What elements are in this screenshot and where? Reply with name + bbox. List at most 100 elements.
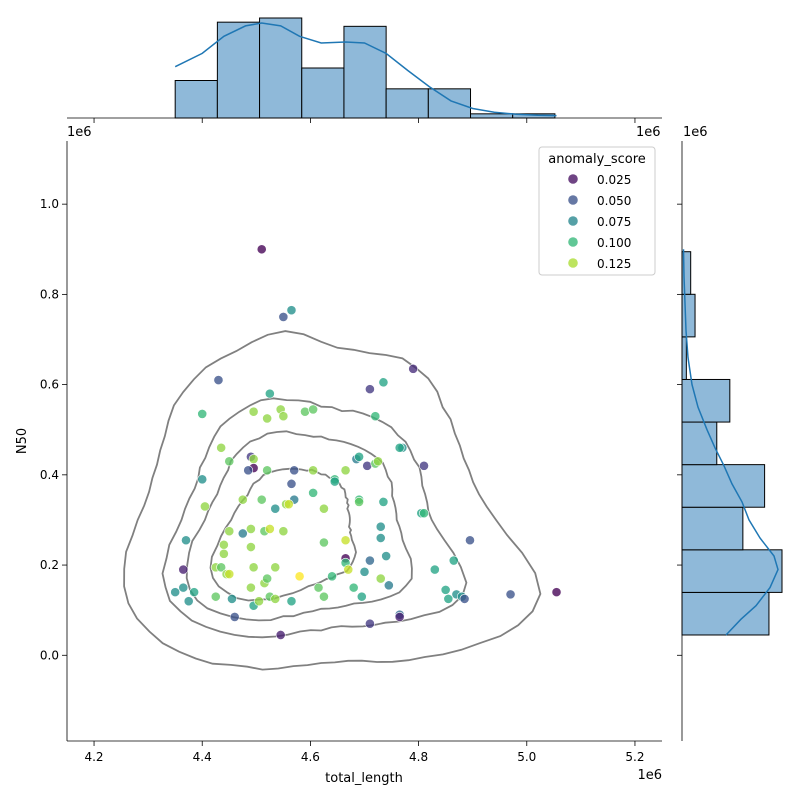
scatter-point: [178, 582, 189, 593]
scatter-point: [262, 413, 273, 424]
scatter-point: [197, 474, 208, 485]
y-tick-label: 0.6: [40, 378, 59, 392]
y-hist-bar: [681, 591, 770, 636]
scatter-point: [383, 580, 394, 591]
scatter-point: [183, 596, 194, 607]
scatter-point: [286, 478, 297, 489]
kde-contours: [123, 330, 542, 671]
legend-label: 0.100: [597, 236, 631, 250]
scatter-point: [394, 612, 405, 622]
scatter-point: [319, 537, 329, 548]
legend-marker: [568, 216, 578, 226]
scatter-point: [348, 582, 359, 593]
scatter-point: [170, 587, 181, 598]
scatter-point: [197, 409, 208, 419]
scatter-point: [354, 497, 364, 507]
scatter-point: [365, 555, 375, 566]
scatter-point: [551, 587, 562, 598]
scatter-point: [356, 591, 367, 602]
kde-contour: [161, 397, 468, 639]
legend-marker: [568, 174, 578, 184]
scatter-point: [224, 456, 235, 467]
scatter-point: [218, 539, 229, 550]
scatter-point: [278, 526, 289, 537]
legend-label: 0.125: [597, 257, 631, 271]
scatter-point: [308, 404, 319, 415]
x-tick-label: 5.2: [625, 750, 644, 764]
top-marginal-right-offset-label: 1e6: [636, 125, 661, 140]
x-hist-bar: [343, 25, 387, 119]
scatter-point: [419, 460, 429, 471]
legend-label: 0.025: [597, 173, 631, 187]
top-marginal-x-offset-label: 1e6: [67, 125, 92, 140]
scatter-point: [319, 503, 329, 514]
scatter-point: [365, 618, 375, 629]
scatter-point: [189, 587, 200, 598]
scatter-point: [248, 454, 259, 464]
scatter-point: [246, 524, 256, 534]
legend-label: 0.075: [597, 215, 631, 229]
scatter-point: [340, 535, 351, 546]
scatter-point: [443, 593, 454, 604]
scatter-point: [313, 582, 324, 593]
top-marginal: 1e6 1e6: [67, 17, 662, 140]
x-hist-bar: [216, 21, 261, 119]
scatter-point: [419, 508, 429, 519]
scatter-point: [248, 562, 259, 573]
scatter-point: [200, 501, 210, 512]
y-ticks: 0.0 0.2 0.4 0.6 0.8 1.0: [40, 197, 67, 662]
y-hist-bar: [681, 464, 766, 508]
scatter-point: [283, 499, 294, 510]
scatter-point: [213, 375, 224, 385]
scatter-point: [224, 569, 235, 579]
scatter-point: [278, 411, 289, 422]
scatter-point: [394, 442, 405, 453]
scatter-point: [505, 589, 516, 600]
scatter-point: [270, 503, 281, 514]
x-tick-label: 4.6: [301, 750, 320, 764]
scatter-point: [218, 548, 229, 559]
y-histogram: [681, 251, 783, 636]
y-hist-bar: [681, 293, 696, 338]
right-marginal-ticks: [677, 203, 682, 656]
x-axis-label: total_length: [325, 771, 403, 786]
scatter-point: [343, 564, 354, 575]
scatter-point: [246, 542, 256, 552]
legend-marker: [568, 195, 578, 205]
scatter-point: [465, 535, 475, 546]
y-kde-line: [682, 249, 779, 636]
scatter-point: [359, 566, 370, 577]
x-tick-label: 4.8: [409, 750, 428, 764]
scatter-point: [237, 494, 248, 505]
x-kde-line: [174, 22, 557, 117]
legend-frame: [538, 146, 656, 276]
kde-contour: [123, 330, 542, 671]
x-axis-offset-label: 1e6: [637, 768, 662, 783]
scatter-point: [370, 411, 381, 422]
scatter-point: [375, 533, 386, 543]
scatter-point: [262, 465, 273, 476]
x-ticks: 4.2 4.4 4.6 4.8 5.0 5.2: [84, 741, 645, 764]
scatter-point: [327, 571, 337, 582]
scatter-point: [237, 528, 248, 539]
scatter-point: [300, 406, 310, 417]
legend: anomaly_score 0.025 0.050 0.075 0.100 0.125: [538, 146, 656, 276]
scatter-point: [210, 591, 221, 602]
joint-axes: 4.2 4.4 4.6 4.8 5.0 5.2 0.0 0.2 0.4 0.6 0.8 1.0 to…: [15, 141, 662, 786]
scatter-point: [270, 593, 281, 604]
x-hist-bar: [259, 17, 303, 119]
scatter-point: [262, 573, 273, 584]
scatter-point: [448, 555, 459, 566]
right-marginal-offset-label: 1e6: [683, 125, 708, 140]
y-hist-bar: [681, 378, 731, 423]
y-hist-bar: [681, 506, 744, 551]
legend-label: 0.050: [597, 194, 631, 208]
x-tick-label: 4.2: [84, 750, 103, 764]
y-tick-label: 0.0: [40, 648, 59, 662]
x-hist-bar: [174, 80, 218, 119]
y-hist-bar: [681, 421, 718, 466]
y-tick-label: 0.2: [40, 558, 59, 572]
scatter-point: [365, 384, 375, 395]
legend-marker: [568, 258, 578, 268]
